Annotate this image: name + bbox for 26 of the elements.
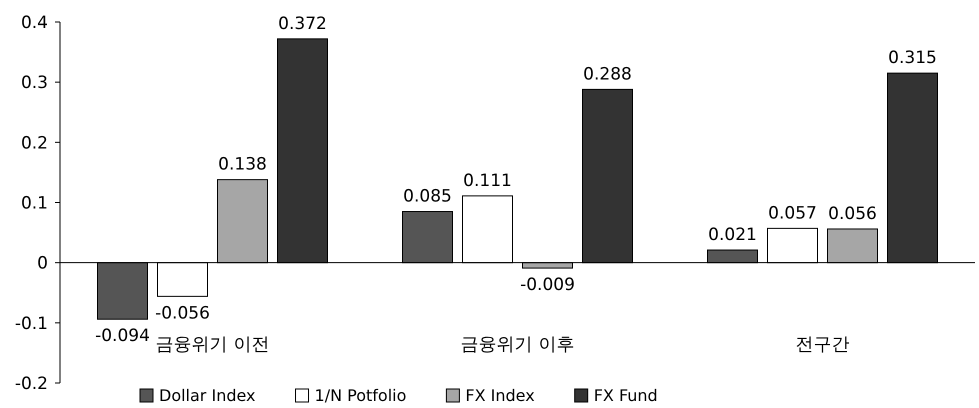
x-tick-label: 전구간 <box>796 334 850 355</box>
data-label: 0.021 <box>708 225 757 246</box>
data-label: -0.094 <box>95 326 150 346</box>
y-tick-label: -0.1 <box>14 314 48 334</box>
x-tick-label: 금융위기 이전 <box>156 334 270 355</box>
data-label: 0.372 <box>278 14 327 34</box>
y-tick-label: -0.2 <box>14 374 48 394</box>
data-label: 0.288 <box>583 64 632 84</box>
data-label: 0.315 <box>888 48 937 68</box>
legend-label: Dollar Index <box>159 386 256 405</box>
y-tick-label: 0.1 <box>20 194 48 214</box>
y-tick-label: 0.4 <box>20 13 48 33</box>
data-label: 0.111 <box>463 170 512 191</box>
x-tick-label: 금융위기 이후 <box>460 334 574 355</box>
y-tick-label: 0.2 <box>20 133 48 154</box>
data-label: 0.057 <box>768 203 817 224</box>
data-label: 0.085 <box>403 186 452 207</box>
data-label: 0.056 <box>828 204 877 224</box>
data-label: -0.009 <box>520 275 575 296</box>
legend-label: 1/N Potfolio <box>314 386 406 405</box>
data-label: 0.138 <box>218 154 267 175</box>
y-tick-label: 0 <box>37 254 48 274</box>
legend-label: FX Fund <box>594 386 658 405</box>
legend-label: FX Index <box>465 386 535 405</box>
y-tick-label: 0.3 <box>20 73 48 94</box>
data-label: -0.056 <box>155 303 210 324</box>
